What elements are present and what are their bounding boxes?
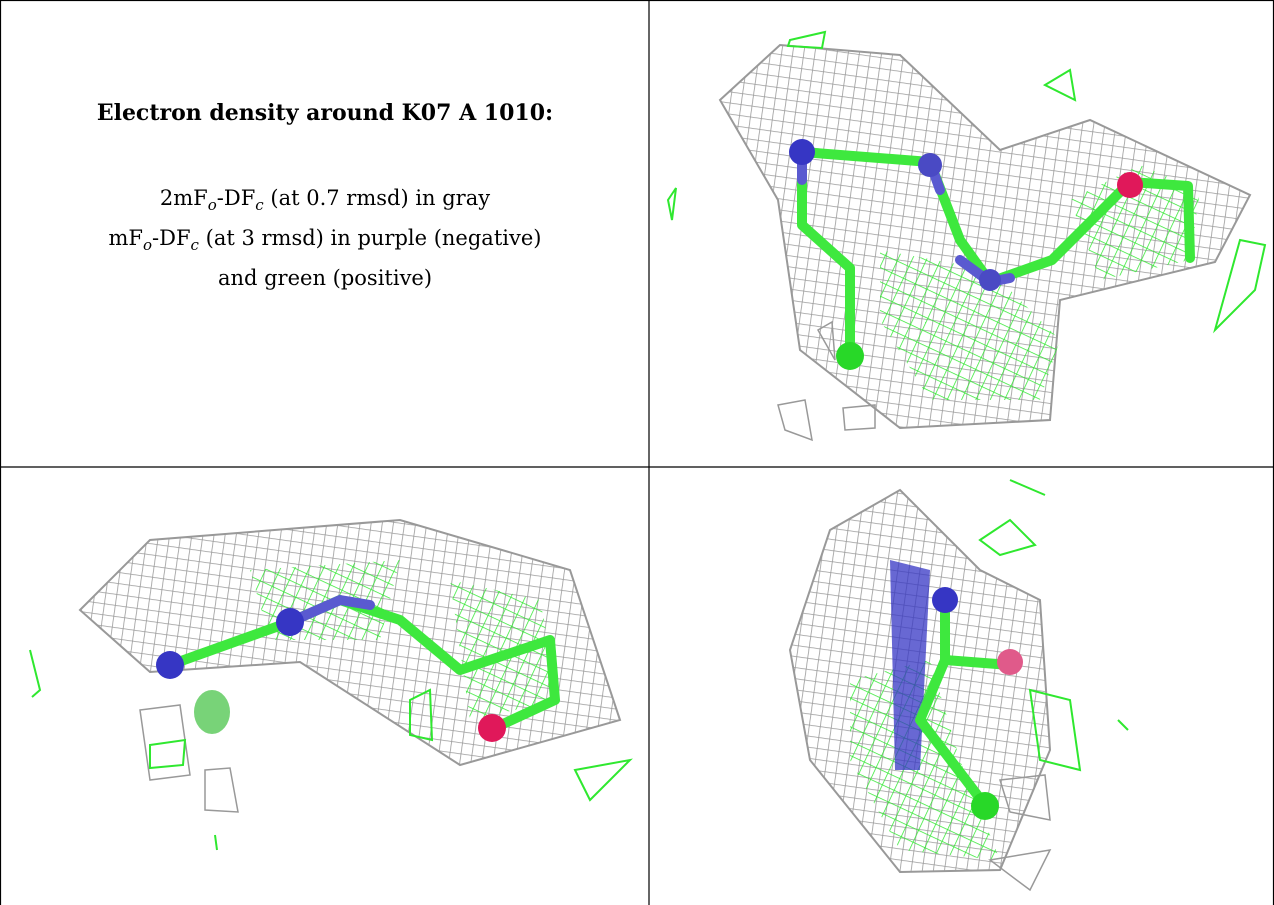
density-view-1 [668,32,1265,440]
text: and green (positive) [218,266,432,290]
subscript: c [255,196,263,214]
subscript: o [208,196,217,214]
caption-line: mFo-DFc (at 3 rmsd) in purple (negative) [2,222,648,262]
text: 2mF [160,186,208,210]
caption-line: 2mFo-DFc (at 0.7 rmsd) in gray [2,182,648,222]
subscript: o [143,236,152,254]
caption-title: Electron density around K07 A 1010: [2,100,648,126]
text: (at 0.7 rmsd) in gray [264,186,490,210]
caption-line: and green (positive) [2,262,648,295]
text: -DF [217,186,256,210]
density-view-2 [30,520,630,850]
text: mF [109,226,143,250]
page: Electron density around K07 A 1010: 2mFo… [0,0,1274,905]
subscript: c [191,236,199,254]
density-view-3 [790,480,1128,890]
caption: Electron density around K07 A 1010: 2mFo… [2,2,648,466]
text: (at 3 rmsd) in purple (negative) [199,226,542,250]
text: -DF [152,226,191,250]
